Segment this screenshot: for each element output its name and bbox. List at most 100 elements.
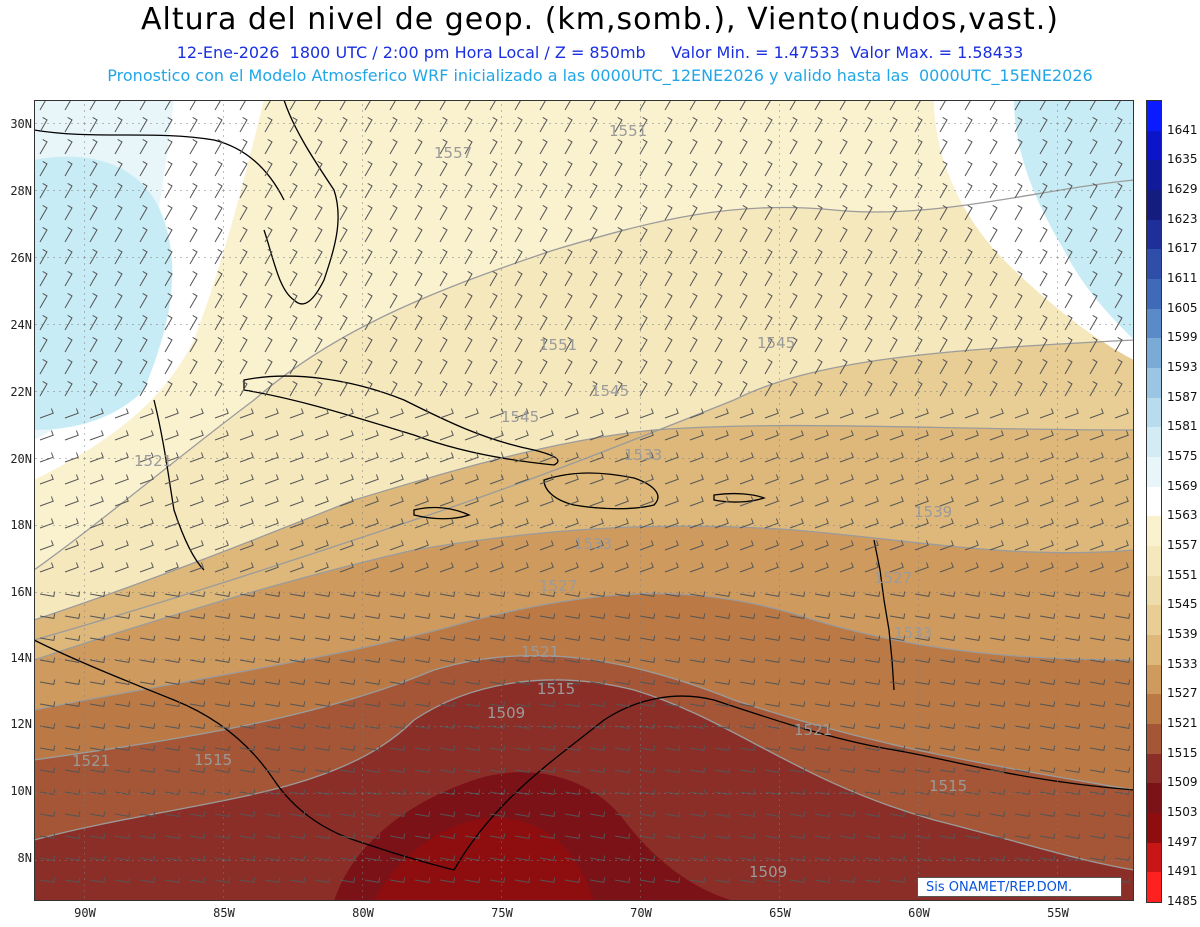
colorbar-swatch <box>1147 842 1161 873</box>
lat-label: 10N <box>10 784 32 798</box>
colorbar-label: 1587 <box>1167 389 1198 404</box>
lon-label: 85W <box>213 906 235 920</box>
lat-label: 12N <box>10 717 32 731</box>
colorbar-label: 1533 <box>1167 656 1198 671</box>
colorbar-swatch <box>1147 338 1161 369</box>
colorbar-swatch <box>1147 427 1161 458</box>
colorbar-swatch <box>1147 724 1161 755</box>
colorbar-swatch <box>1147 605 1161 636</box>
colorbar-label: 1581 <box>1167 419 1198 434</box>
lon-label: 55W <box>1047 906 1069 920</box>
map-frame <box>34 100 1134 901</box>
colorbar-label: 1521 <box>1167 716 1198 730</box>
colorbar-swatch <box>1147 575 1161 606</box>
lat-lon-grid <box>34 100 1134 901</box>
lat-label: 14N <box>10 651 32 665</box>
colorbar <box>1146 100 1162 903</box>
colorbar-label: 1563 <box>1167 508 1198 523</box>
colorbar-label: 1491 <box>1167 864 1198 879</box>
colorbar-label: 1497 <box>1167 834 1198 849</box>
contour-label: 1545 <box>501 408 539 426</box>
contour-label: 1527 <box>539 577 577 595</box>
colorbar-swatch <box>1147 635 1161 666</box>
colorbar-label: 1551 <box>1167 567 1198 582</box>
contour-label: 1533 <box>574 535 612 553</box>
colorbar-label: 1635 <box>1167 152 1198 167</box>
contour-label: 1551 <box>609 122 647 140</box>
map-subtitle-model-info: Pronostico con el Modelo Atmosferico WRF… <box>107 66 1093 85</box>
contour-label: 1551 <box>539 336 577 354</box>
contour-label: 1539 <box>914 503 952 521</box>
lon-label: 75W <box>491 906 513 920</box>
colorbar-swatch <box>1147 219 1161 250</box>
colorbar-label: 1599 <box>1167 330 1198 345</box>
colorbar-label: 1527 <box>1167 686 1198 701</box>
lat-label: 28N <box>10 184 32 198</box>
colorbar-swatch <box>1147 872 1161 903</box>
contour-label: 1521 <box>72 752 110 770</box>
colorbar-label: 1569 <box>1167 478 1198 493</box>
colorbar-label: 1623 <box>1167 211 1198 226</box>
forecast-map: 1551 1557 1551 1545 1545 1545 1533 1539 … <box>34 100 1134 901</box>
lon-label: 90W <box>74 906 96 920</box>
colorbar-swatch <box>1147 368 1161 399</box>
colorbar-label: 1545 <box>1167 597 1198 612</box>
contour-label: 1533 <box>624 446 662 464</box>
lat-label: 26N <box>10 251 32 265</box>
lat-label: 24N <box>10 318 32 332</box>
colorbar-swatch <box>1147 249 1161 280</box>
lat-label: 16N <box>10 585 32 599</box>
colorbar-swatch <box>1147 308 1161 339</box>
lat-label: 20N <box>10 452 32 466</box>
colorbar-swatch <box>1147 160 1161 191</box>
colorbar-swatch <box>1147 516 1161 547</box>
colorbar-label: 1611 <box>1167 271 1198 285</box>
lat-label: 8N <box>17 851 32 865</box>
colorbar-swatch <box>1147 694 1161 725</box>
colorbar-label: 1485 <box>1167 894 1198 908</box>
colorbar-swatch <box>1147 279 1161 310</box>
colorbar-label: 1605 <box>1167 300 1198 315</box>
contour-label: 1557 <box>434 144 472 162</box>
colorbar-label: 1557 <box>1167 538 1198 552</box>
contour-label: 1533 <box>894 624 932 642</box>
lat-label: 30N <box>10 117 32 131</box>
colorbar-label: 1503 <box>1167 805 1198 819</box>
colorbar-swatch <box>1147 753 1161 784</box>
contour-label-group: 1551 1557 1551 1545 1545 1545 1533 1539 … <box>72 122 967 881</box>
contour-label: 1515 <box>194 751 232 769</box>
colorbar-swatch <box>1147 664 1161 695</box>
lon-label: 60W <box>908 906 930 920</box>
contour-label: 1509 <box>749 863 787 881</box>
colorbar-swatch <box>1147 130 1161 161</box>
colorbar-swatch <box>1147 101 1161 132</box>
contour-label: 1515 <box>537 680 575 698</box>
contour-label: 1545 <box>757 334 795 352</box>
colorbar-swatch <box>1147 546 1161 577</box>
lon-label: 70W <box>630 906 652 920</box>
colorbar-swatch <box>1147 190 1161 221</box>
colorbar-label: 1593 <box>1167 360 1198 374</box>
colorbar-label: 1629 <box>1167 182 1198 196</box>
colorbar-label: 1539 <box>1167 627 1198 641</box>
colorbar-swatch <box>1147 486 1161 517</box>
colorbar-swatch <box>1147 783 1161 814</box>
colorbar-swatch <box>1147 457 1161 488</box>
colorbar-swatch <box>1147 813 1161 844</box>
colorbar-label: 1575 <box>1167 449 1198 463</box>
contour-label: 1509 <box>487 704 525 722</box>
colorbar-label: 1515 <box>1167 745 1198 760</box>
colorbar-swatch <box>1147 397 1161 428</box>
contour-label: 1521 <box>794 721 832 739</box>
lat-label: 22N <box>10 385 32 399</box>
lat-label: 18N <box>10 518 32 532</box>
lon-label: 65W <box>769 906 791 920</box>
contour-label: 1515 <box>929 777 967 795</box>
map-title: Altura del nivel de geop. (km,somb.), Vi… <box>141 2 1059 37</box>
lon-label: 80W <box>352 906 374 920</box>
colorbar-label: 1509 <box>1167 775 1198 790</box>
map-subtitle-time-level: 12-Ene-2026 1800 UTC / 2:00 pm Hora Loca… <box>176 43 1024 62</box>
colorbar-label: 1617 <box>1167 241 1198 256</box>
source-stamp: Sis ONAMET/REP.DOM. <box>917 877 1122 897</box>
contour-label: 1527 <box>874 569 912 587</box>
